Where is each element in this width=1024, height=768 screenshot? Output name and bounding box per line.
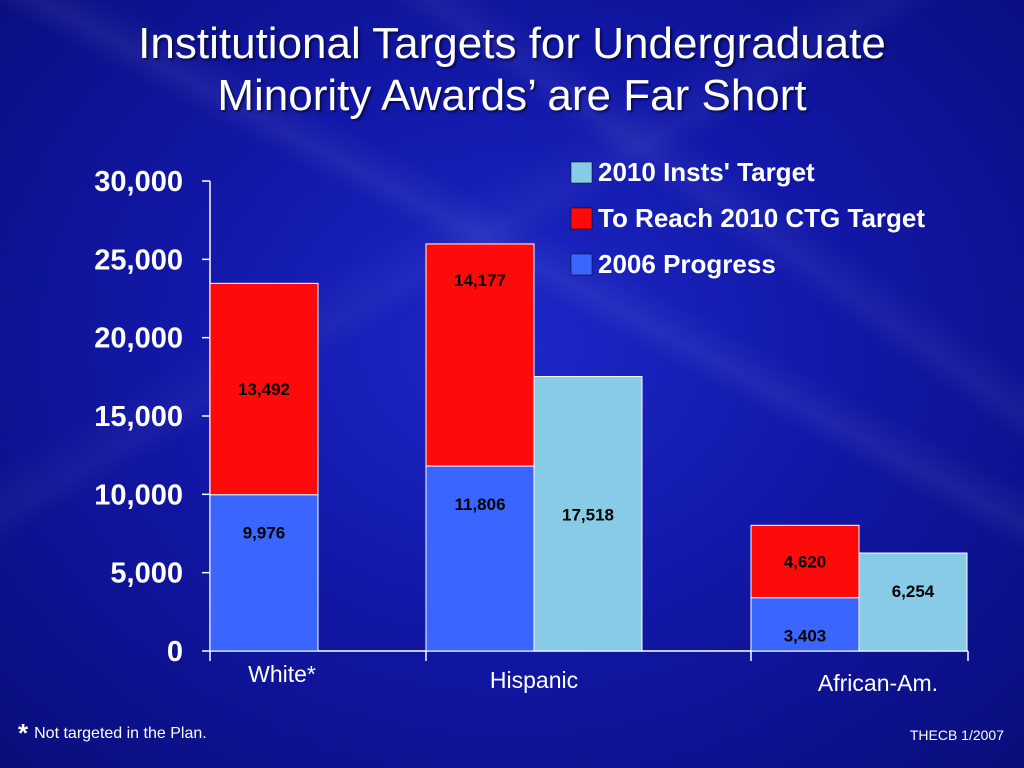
- y-tick-label: 0: [167, 636, 183, 668]
- data-label-to-reach-ctg: 14,177: [454, 271, 506, 290]
- legend-swatch: [570, 253, 593, 276]
- bar-2010-insts-target: [533, 376, 643, 652]
- y-tick-label: 5,000: [110, 558, 183, 590]
- y-tick-label: 15,000: [94, 401, 183, 433]
- x-category-label: Hispanic: [490, 667, 578, 693]
- x-category-label: White*: [248, 661, 316, 687]
- data-label-2006-progress: 3,403: [784, 627, 827, 646]
- bar-2006-progress: [425, 465, 535, 652]
- legend-swatch: [570, 161, 593, 184]
- footnote-star: *: [18, 718, 29, 748]
- footnote-text: Not targeted in the Plan.: [34, 725, 207, 742]
- legend-label: 2006 Progress: [598, 249, 776, 279]
- data-label-to-reach-ctg: 4,620: [784, 552, 827, 571]
- legend-label: 2010 Insts' Target: [598, 157, 815, 187]
- footnote: * Not targeted in the Plan.: [18, 718, 207, 749]
- slide-title: Institutional Targets for Undergraduate …: [0, 18, 1024, 122]
- bar-2010-insts-target: [858, 552, 968, 652]
- data-label-2006-progress: 11,806: [454, 495, 505, 514]
- credit-text: THECB 1/2007: [909, 727, 1004, 743]
- bar-to-reach-ctg: [209, 282, 319, 496]
- data-label-2010-insts-target: 17,518: [562, 506, 614, 525]
- title-line-2: Minority Awards’ are Far Short: [217, 71, 807, 120]
- legend-swatch: [570, 207, 593, 230]
- data-label-to-reach-ctg: 13,492: [238, 380, 290, 399]
- data-label-2006-progress: 9,976: [243, 524, 286, 543]
- y-tick-label: 20,000: [94, 323, 183, 355]
- bar-2006-progress: [209, 494, 319, 652]
- bar-to-reach-ctg: [750, 524, 860, 599]
- y-tick-label: 25,000: [94, 244, 183, 276]
- bar-to-reach-ctg: [425, 243, 535, 467]
- legend-label: To Reach 2010 CTG Target: [598, 203, 925, 233]
- y-tick-label: 30,000: [94, 166, 183, 198]
- title-line-1: Institutional Targets for Undergraduate: [138, 19, 886, 68]
- y-tick-label: 10,000: [94, 479, 183, 511]
- data-label-2010-insts-target: 6,254: [892, 582, 935, 601]
- x-category-label: African-Am.: [818, 670, 938, 696]
